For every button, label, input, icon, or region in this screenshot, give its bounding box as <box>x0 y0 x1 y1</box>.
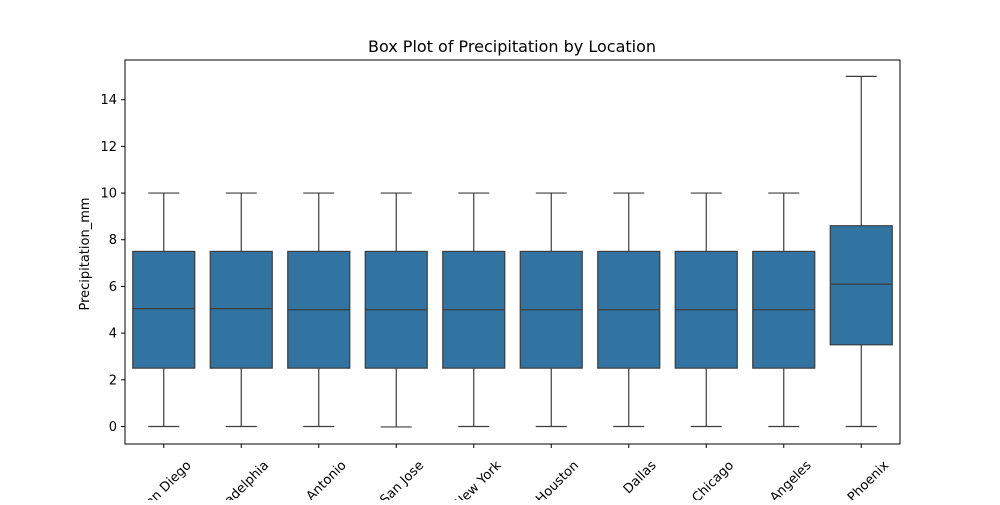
x-tick-label: Antonio <box>304 458 350 500</box>
y-axis-title: Precipitation_mm <box>78 197 93 310</box>
x-tick-label: Chicago <box>690 458 738 500</box>
x-tick-label: Angeles <box>767 458 814 500</box>
x-tick-label: Houston <box>533 458 582 500</box>
y-tick-label: 10 <box>100 187 117 202</box>
x-tick-label: adelphia <box>222 458 272 500</box>
y-tick-label: 2 <box>109 373 117 388</box>
y-tick-label: 8 <box>109 233 117 248</box>
x-tick-label: San Jose <box>377 458 427 500</box>
y-tick-label: 0 <box>109 420 117 435</box>
x-tick-label: an Diego <box>143 458 195 500</box>
y-tick-label: 12 <box>100 140 117 155</box>
x-tick-label: Phoenix <box>845 458 892 500</box>
plot-area: 0 2 4 6 8 10 12 14 an Diego adelphia Antonio San Jo… <box>100 75 893 505</box>
box-philadelphia <box>209 250 273 369</box>
chart-title: Box Plot of Precipitation by Location <box>368 37 656 56</box>
box-san-diego <box>132 250 196 369</box>
box-phoenix <box>829 225 893 346</box>
plot-frame <box>124 59 901 445</box>
y-tick-label: 14 <box>100 93 117 108</box>
y-tick-label: 6 <box>109 280 117 295</box>
x-tick-label: New York <box>452 458 505 500</box>
y-tick-label: 4 <box>109 327 117 342</box>
x-tick-label: Dallas <box>621 458 660 497</box>
